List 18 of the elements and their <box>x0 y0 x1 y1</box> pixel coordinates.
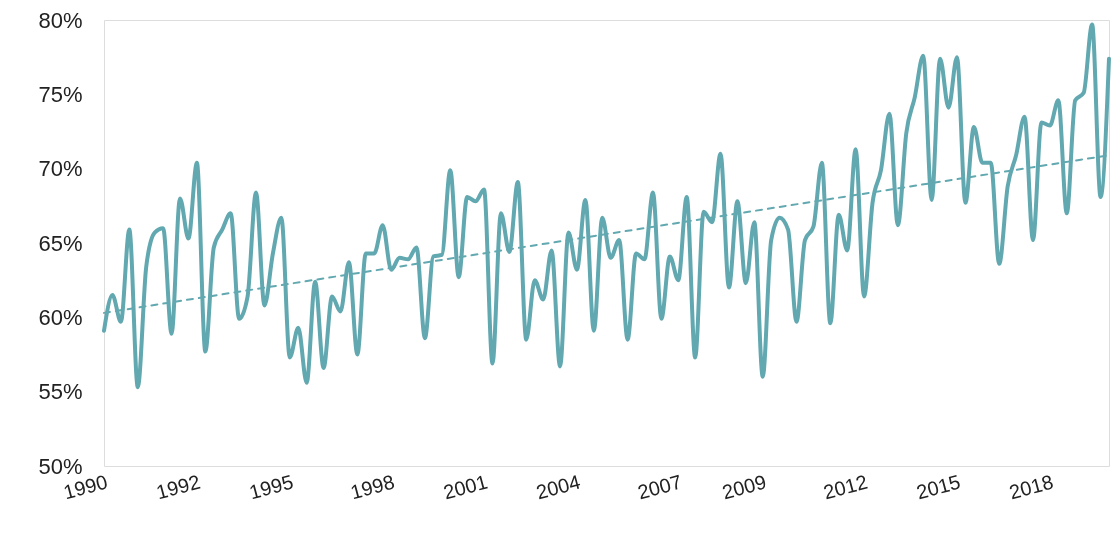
x-tick-label: 2012 <box>821 470 870 504</box>
x-tick-label: 2001 <box>441 470 490 504</box>
x-tick-label: 1995 <box>246 470 296 504</box>
x-tick-label: 2015 <box>913 470 963 504</box>
x-tick-label: 2004 <box>533 470 583 504</box>
y-tick-label: 80% <box>38 7 83 33</box>
x-tick-label: 2018 <box>1006 470 1056 504</box>
y-tick-label: 60% <box>38 304 83 330</box>
y-tick-label: 50% <box>38 453 83 479</box>
y-tick-label: 70% <box>38 156 83 182</box>
y-tick-label: 55% <box>38 379 83 405</box>
x-tick-label: 2009 <box>719 470 769 504</box>
y-tick-label: 65% <box>38 230 83 256</box>
x-tick-label: 1998 <box>348 470 397 504</box>
x-tick-label: 2007 <box>635 470 684 504</box>
y-tick-label: 75% <box>38 81 83 107</box>
line-series <box>102 22 1111 390</box>
x-tick-label: 1992 <box>153 470 203 504</box>
